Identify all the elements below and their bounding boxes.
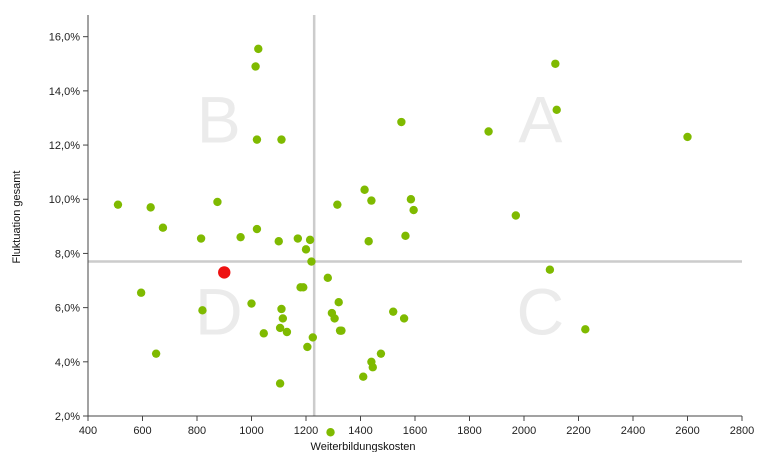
data-point [113,200,123,209]
data-point [511,211,521,220]
quadrant-label-a: A [518,82,562,156]
data-point [337,326,346,335]
y-tick-label: 2,0% [55,411,80,423]
data-point [333,200,342,209]
y-axis-title: Fluktuation gesamt [11,171,23,264]
x-tick-label: 400 [79,425,97,437]
quadrant-label-b: B [197,82,241,156]
data-point [275,323,285,333]
data-point [277,135,286,144]
data-point [299,283,308,292]
data-point [359,372,368,381]
data-point [552,105,561,115]
x-tick-label: 2400 [621,425,645,437]
data-point [401,231,410,241]
data-point [146,203,155,212]
data-point [683,132,692,142]
data-point [551,59,560,68]
x-tick-label: 1200 [294,425,318,437]
data-point [376,349,386,358]
data-point [399,314,409,323]
data-point [158,223,168,232]
data-point [397,117,406,127]
data-point [213,197,222,207]
data-point [305,235,315,245]
data-point [545,265,555,274]
data-point [254,44,263,54]
data-point [277,304,286,314]
data-point [326,428,335,437]
ticks: 400 600 800 1000 1200 1400 1600 1800 2000 2200 240… [49,32,754,437]
data-point [330,314,339,323]
x-tick-label: 600 [133,425,151,437]
highlighted-data-point [218,266,231,279]
data-point [236,232,245,242]
y-tick-label: 14,0% [49,86,80,98]
x-tick-label: 800 [188,425,206,437]
x-tick-label: 2600 [675,425,699,437]
data-point [251,62,260,71]
data-point [252,135,262,144]
data-point [360,185,369,194]
data-point [484,127,493,136]
x-tick-label: 2200 [566,425,590,437]
data-point [389,307,398,316]
data-point [274,237,283,246]
y-tick-label: 8,0% [55,248,80,260]
data-point [406,195,416,204]
x-tick-label: 1000 [239,425,263,437]
data-point [282,327,292,337]
data-point [334,298,343,307]
data-point [196,234,206,243]
data-point [275,379,285,388]
x-axis-title: Weiterbildungskosten [311,441,416,452]
data-point [151,349,161,358]
data-point [307,257,316,266]
x-tick-label: 1600 [403,425,427,437]
data-point [368,363,377,372]
data-point [409,205,418,215]
reference-lines [88,15,742,416]
y-tick-label: 12,0% [49,140,80,152]
data-point [136,288,146,297]
data-point [252,224,262,234]
x-tick-label: 1400 [348,425,372,437]
data-points [113,44,692,437]
data-point [323,273,332,283]
y-tick-label: 6,0% [55,303,80,315]
data-point [259,329,268,338]
x-tick-label: 1800 [457,425,481,437]
data-point [293,234,303,243]
data-point [303,342,312,352]
y-tick-label: 4,0% [55,357,80,369]
data-point [367,196,376,205]
data-point [301,245,311,254]
y-tick-label: 10,0% [49,194,80,206]
data-point [364,237,373,246]
quadrant-label-c: C [517,275,565,349]
data-point [581,325,590,334]
y-tick-label: 16,0% [49,32,80,44]
x-tick-label: 2000 [512,425,536,437]
axes [87,15,742,417]
data-point [278,314,288,323]
data-point [198,306,207,315]
data-point [308,333,318,342]
data-point [247,299,256,308]
x-tick-label: 2800 [730,425,754,437]
